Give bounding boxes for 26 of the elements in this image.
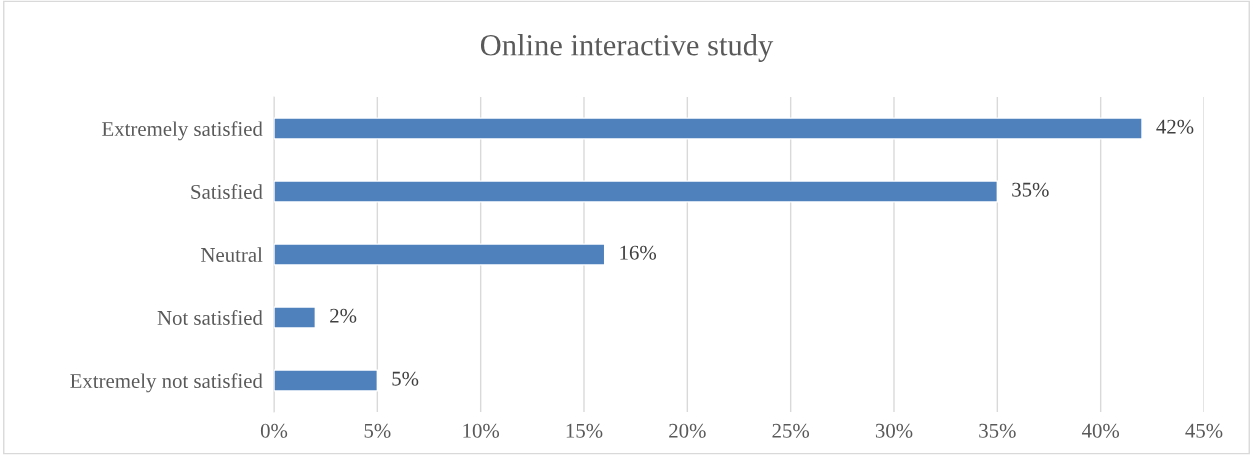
x-tick-label: 45% [1185, 423, 1223, 438]
bar [274, 306, 317, 329]
y-tick-label: Neutral [201, 247, 263, 262]
y-tick-label: Not satisfied [157, 310, 263, 325]
data-label: 16% [620, 245, 657, 260]
bar [274, 180, 999, 203]
data-label: 5% [392, 371, 419, 386]
x-tick-label: 40% [1081, 423, 1120, 438]
data-label: 35% [1012, 182, 1049, 197]
x-tick-label: 25% [772, 423, 810, 438]
x-tick-label: 30% [875, 423, 913, 438]
data-label: 42% [1156, 119, 1194, 134]
y-tick-label: Extremely not satisfied [70, 373, 263, 393]
x-tick-label: 15% [566, 423, 603, 438]
x-tick-label: 5% [364, 423, 391, 438]
bar [274, 117, 1143, 140]
x-tick-label: 35% [979, 423, 1016, 438]
chart-title: Online interactive study [480, 34, 774, 62]
x-tick-label: 10% [463, 423, 500, 438]
bar [274, 243, 606, 266]
data-label: 2% [330, 308, 357, 323]
x-tick-label: 20% [669, 423, 706, 438]
x-tick-label: 0% [260, 423, 288, 438]
bar [274, 369, 379, 392]
y-tick-label: Extremely satisfied [102, 121, 263, 141]
y-tick-label: Satisfied [191, 184, 263, 199]
